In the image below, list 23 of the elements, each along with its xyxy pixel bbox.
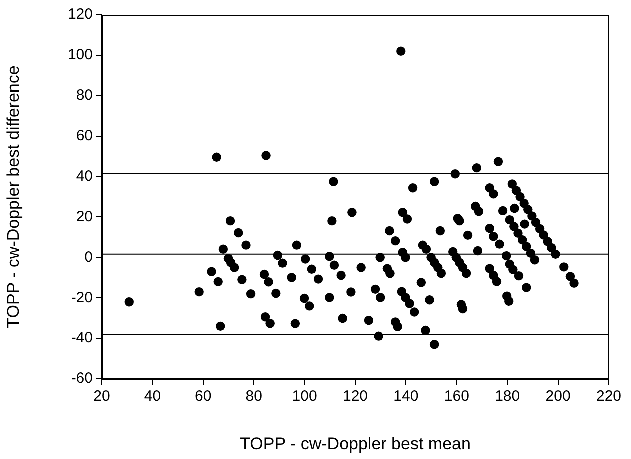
y-tick-label: 120 bbox=[68, 6, 93, 24]
y-tick-label: 40 bbox=[76, 168, 93, 185]
x-tick-label: 20 bbox=[94, 388, 110, 406]
x-tick-label: 40 bbox=[144, 388, 162, 406]
x-tick-label: 60 bbox=[195, 388, 212, 406]
x-tick-label: 180 bbox=[495, 388, 520, 406]
x-tick-label: 220 bbox=[596, 388, 622, 406]
x-tick-label: 140 bbox=[394, 388, 419, 406]
x-tick-label: 160 bbox=[444, 388, 470, 406]
y-tick-label: -60 bbox=[71, 370, 93, 388]
y-tick-label: 60 bbox=[76, 127, 93, 144]
x-tick-label: 120 bbox=[342, 388, 368, 406]
y-tick-label: -40 bbox=[71, 330, 93, 347]
y-tick-label: 80 bbox=[76, 87, 93, 104]
y-tick-label: -20 bbox=[71, 289, 93, 306]
y-axis-title: TOPP - cw-Doppler best difference bbox=[4, 66, 23, 328]
x-tick-label: 80 bbox=[246, 388, 262, 406]
y-tick-label: 100 bbox=[68, 46, 93, 64]
x-tick-label: 200 bbox=[546, 388, 571, 406]
y-tick-label: 20 bbox=[76, 208, 93, 226]
x-axis-title: TOPP - cw-Doppler best mean bbox=[240, 434, 471, 454]
x-tick-label: 100 bbox=[292, 388, 318, 406]
y-tick-label: 0 bbox=[84, 248, 93, 266]
